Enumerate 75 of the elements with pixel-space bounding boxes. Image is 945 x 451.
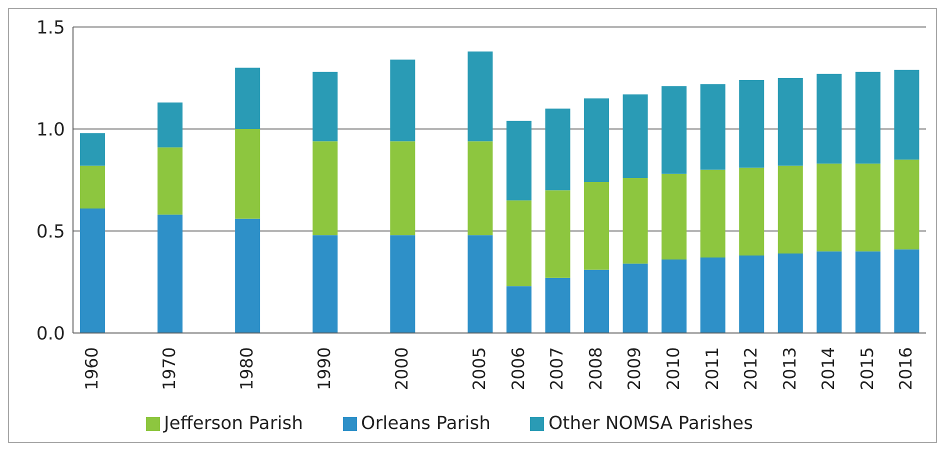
bar — [468, 141, 493, 236]
x-tick-label: 2007 — [548, 347, 568, 390]
x-tick-label: 2010 — [664, 347, 684, 390]
bar — [662, 174, 687, 260]
legend-label: Orleans Parish — [361, 413, 490, 434]
bar — [739, 168, 764, 256]
bar — [700, 258, 726, 333]
x-tick-label: 2005 — [470, 347, 490, 390]
bar — [545, 190, 570, 278]
y-tick-label: 0.5 — [36, 221, 65, 242]
bar — [506, 200, 532, 286]
bar — [584, 182, 610, 270]
bar — [158, 102, 183, 148]
bar — [80, 166, 105, 209]
bar — [662, 86, 687, 174]
bar — [894, 70, 920, 160]
x-tick-label: 2014 — [819, 347, 840, 390]
bar — [622, 178, 648, 264]
bar — [855, 251, 880, 333]
x-tick-label: 2013 — [780, 347, 800, 390]
bar — [235, 129, 260, 219]
bar — [855, 72, 880, 164]
x-tick-label: 2006 — [508, 347, 529, 390]
bar — [545, 278, 570, 333]
x-tick-label: 2016 — [896, 347, 917, 390]
bar — [700, 170, 726, 258]
bar — [622, 264, 648, 333]
bar — [739, 80, 764, 168]
bar — [506, 286, 532, 333]
bar — [778, 78, 803, 166]
x-tick-label: 2008 — [586, 347, 606, 390]
bar — [894, 249, 920, 333]
y-tick-label: 1.5 — [36, 17, 65, 38]
bar — [80, 133, 105, 166]
bar — [235, 68, 260, 129]
bar — [390, 235, 416, 333]
bar — [584, 98, 610, 182]
x-tick-label: 2015 — [858, 347, 878, 390]
x-tick-label: 1960 — [82, 347, 102, 390]
bar — [235, 218, 260, 333]
bar — [816, 74, 842, 164]
bar — [158, 147, 183, 215]
bar — [312, 141, 338, 236]
x-tick-label: 2000 — [392, 347, 413, 390]
y-tick-label: 0.0 — [36, 323, 65, 344]
x-tick-label: 1980 — [237, 347, 258, 390]
bar — [662, 260, 687, 333]
x-tick-label: 2012 — [742, 347, 762, 390]
bar — [390, 60, 416, 142]
y-tick-label: 1.0 — [36, 119, 65, 140]
legend-label: Other NOMSA Parishes — [548, 413, 753, 434]
bar — [312, 235, 338, 333]
x-tick-label: 1970 — [160, 347, 180, 390]
bar — [855, 164, 880, 252]
bar — [158, 214, 183, 333]
bar — [390, 141, 416, 236]
bar — [506, 120, 532, 200]
x-tick-label: 1990 — [315, 347, 336, 390]
bar — [622, 94, 648, 178]
x-tick-label: 2009 — [625, 347, 646, 390]
bar — [584, 270, 610, 333]
bar — [816, 164, 842, 252]
legend-label: Jefferson Parish — [164, 413, 304, 434]
bar — [545, 108, 570, 190]
bar — [778, 253, 803, 333]
bar — [468, 235, 493, 333]
bar — [894, 160, 920, 250]
bar — [778, 166, 803, 254]
bar — [816, 251, 842, 333]
bar — [739, 255, 764, 333]
bar — [700, 84, 726, 170]
bar — [80, 208, 105, 333]
x-tick-label: 2011 — [702, 347, 723, 390]
bar — [312, 72, 338, 142]
bar — [468, 51, 493, 142]
